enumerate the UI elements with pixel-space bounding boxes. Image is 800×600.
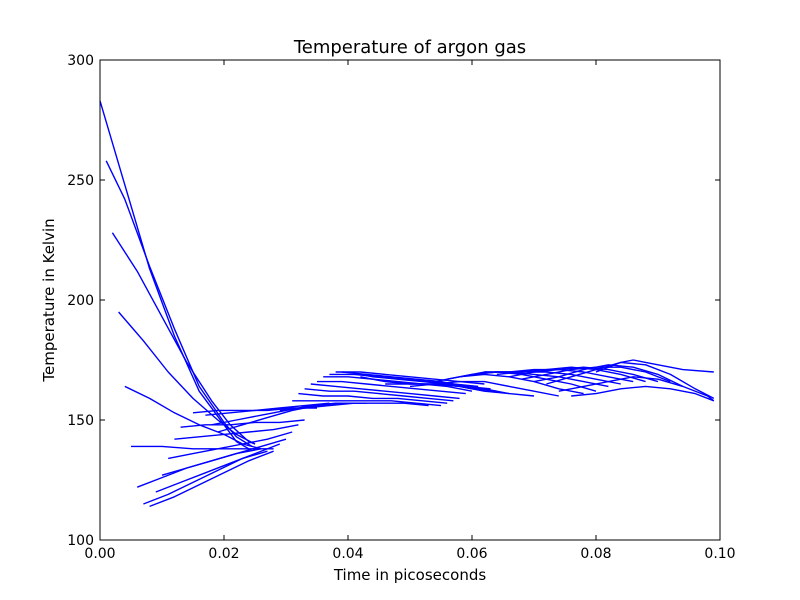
x-tick-label: 0.00 [84,546,115,562]
x-tick-label: 0.06 [456,546,487,562]
series-line-38 [496,366,646,383]
series-line-22 [304,388,454,402]
series-line-18 [217,402,367,433]
series-line-9 [149,450,274,508]
series-line-25 [323,376,473,392]
series-layer [99,100,715,508]
series-line-43 [558,376,715,402]
series-line-13 [174,424,299,440]
series-line-41 [533,364,684,388]
x-tick-label: 0.02 [208,546,239,562]
series-line-21 [298,392,448,404]
series-line-32 [409,380,559,397]
series-line-23 [310,383,460,400]
series-line-24 [317,380,466,395]
series-line-19 [279,402,429,412]
x-tick-label: 0.10 [704,546,735,562]
chart-title: Temperature of argon gas [293,37,526,58]
series-line-11 [161,438,287,476]
y-tick-label: 250 [67,173,94,189]
plot-area-frame [99,59,721,541]
series-line-14 [180,419,305,428]
series-line-39 [509,366,659,383]
series-line-20 [292,400,442,407]
series-line-42 [546,361,715,400]
series-line-12 [168,431,293,460]
ticks-layer: 0.00 0.02 0.04 0.06 0.08 0.10 100 150 200 250 300 [67,53,735,562]
x-tick-label: 0.04 [332,546,363,562]
y-tick-label: 150 [67,413,94,429]
y-tick-label: 300 [67,53,94,69]
series-line-2 [105,160,253,447]
series-line-44 [571,385,715,402]
x-axis-label: Time in picoseconds [333,566,487,584]
x-tick-label: 0.08 [580,546,611,562]
y-tick-label: 200 [67,293,94,309]
series-line-4 [118,311,256,445]
series-line-45 [595,359,714,373]
series-line-10 [155,443,281,493]
y-axis-label: Temperature in Kelvin [40,218,58,382]
series-line-16 [205,402,330,416]
y-tick-label: 100 [67,533,94,549]
series-line-31 [385,383,535,397]
